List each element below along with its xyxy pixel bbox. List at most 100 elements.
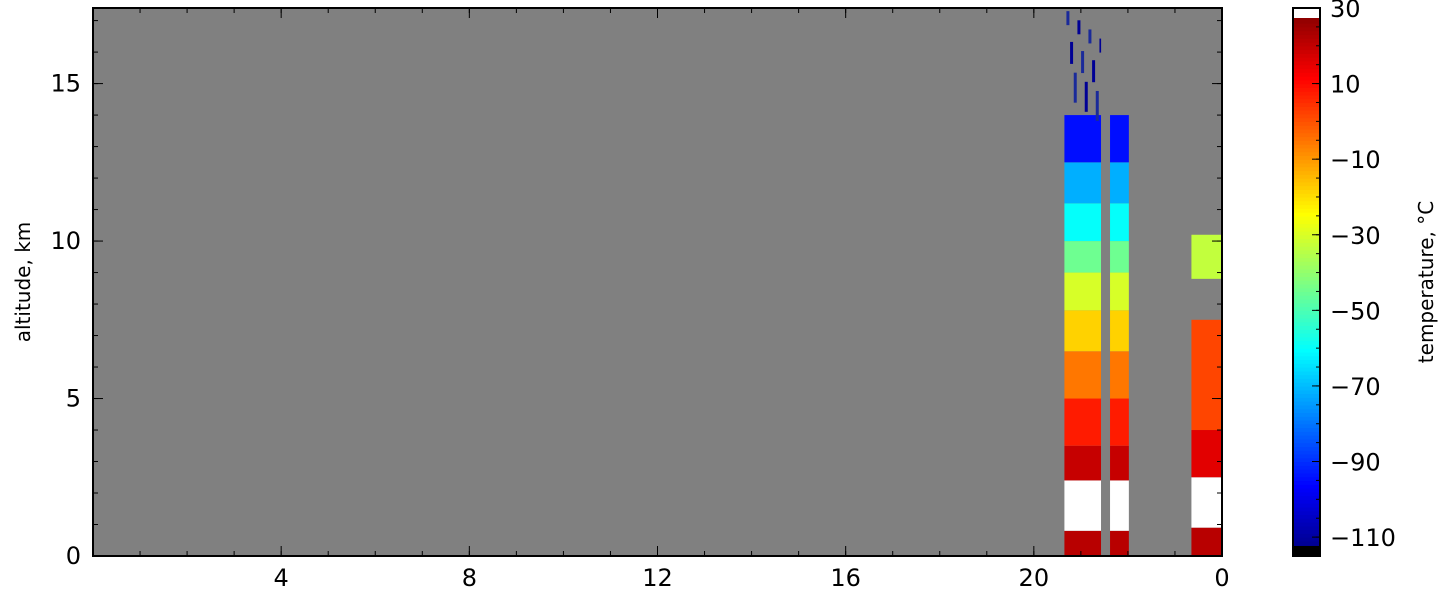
colorbar-swatch	[1293, 472, 1320, 478]
colorbar-swatch	[1293, 506, 1320, 512]
colorbar-swatch	[1293, 317, 1320, 323]
heatmap-cell	[1064, 480, 1102, 531]
colorbar-swatch	[1293, 340, 1320, 345]
colorbar-swatch	[1293, 223, 1320, 228]
colorbar-swatch	[1293, 382, 1320, 387]
heatmap-cell	[1064, 272, 1102, 311]
colorbar-swatch	[1293, 234, 1320, 240]
colorbar-swatch	[1293, 272, 1320, 277]
colorbar-swatch	[1293, 465, 1320, 470]
heatmap-cell	[1064, 398, 1102, 446]
heatmap-cell	[1070, 41, 1074, 64]
colorbar-swatch	[1293, 162, 1320, 168]
colorbar-swatch	[1293, 204, 1320, 209]
colorbar-tick-label: −90	[1330, 449, 1381, 477]
colorbar-swatch	[1293, 476, 1320, 482]
heatmap-cell	[1110, 241, 1129, 273]
colorbar-swatch	[1293, 287, 1320, 293]
colorbar-swatch	[1293, 370, 1320, 376]
heatmap-cell	[1088, 29, 1092, 44]
colorbar-tick-label: −70	[1330, 373, 1381, 401]
colorbar-swatch	[1293, 26, 1320, 32]
colorbar-swatch	[1293, 363, 1320, 368]
heatmap-cell	[1064, 310, 1102, 352]
colorbar-swatch	[1293, 117, 1320, 122]
heatmap-cell	[1064, 203, 1102, 242]
colorbar-swatch	[1293, 533, 1320, 538]
colorbar-swatch	[1293, 412, 1320, 417]
colorbar-swatch	[1293, 442, 1320, 447]
colorbar-swatch	[1293, 469, 1320, 474]
colorbar-swatch	[1293, 72, 1320, 77]
colorbar-swatch	[1293, 57, 1320, 62]
colorbar-swatch	[1293, 68, 1320, 73]
colorbar-swatch	[1293, 435, 1320, 440]
heatmap-cell	[1064, 162, 1102, 204]
y-tick-label: 0	[66, 542, 81, 570]
colorbar-swatch	[1293, 170, 1320, 175]
colorbar-swatch	[1293, 144, 1320, 149]
colorbar-swatch	[1293, 510, 1320, 516]
colorbar-swatch	[1293, 64, 1320, 70]
colorbar-swatch	[1293, 484, 1320, 489]
heatmap-cell	[1110, 530, 1129, 556]
colorbar-swatch	[1293, 450, 1320, 455]
colorbar-swatch	[1293, 280, 1320, 285]
colorbar-swatch	[1293, 140, 1320, 145]
colorbar-swatch	[1293, 174, 1320, 179]
colorbar-swatch	[1293, 53, 1320, 58]
colorbar-swatch	[1293, 495, 1320, 500]
heatmap-cell	[1110, 203, 1129, 242]
colorbar-swatch	[1293, 257, 1320, 262]
colorbar-swatch	[1293, 132, 1320, 138]
colorbar-swatch	[1293, 518, 1320, 523]
colorbar-swatch	[1293, 276, 1320, 281]
colorbar-swatch	[1293, 314, 1320, 319]
heatmap-cell	[1110, 480, 1129, 531]
colorbar-swatch	[1293, 385, 1320, 391]
heatmap-cell	[1092, 60, 1096, 83]
colorbar-swatch	[1293, 299, 1320, 304]
colorbar: 30 10 −10 −30 −50 −70 −90 −110	[1292, 0, 1396, 557]
colorbar-swatch	[1293, 333, 1320, 338]
heatmap-cell	[1064, 241, 1102, 273]
heatmap-cell	[1081, 51, 1085, 74]
heatmap-cell	[1191, 234, 1222, 279]
colorbar-swatch	[1293, 196, 1320, 202]
heatmap-cell	[1110, 115, 1129, 163]
colorbar-swatch	[1293, 147, 1320, 153]
colorbar-swatch	[1293, 60, 1320, 66]
colorbar-swatch	[1293, 487, 1320, 493]
x-tick-label: 8	[462, 564, 477, 592]
colorbar-tick-label: −30	[1330, 222, 1381, 250]
colorbar-swatch	[1293, 83, 1320, 88]
colorbar-swatch	[1293, 246, 1320, 251]
colorbar-swatch	[1293, 261, 1320, 266]
colorbar-swatch	[1293, 525, 1320, 531]
heatmap-cell	[1191, 430, 1222, 478]
y-axis-label: altitude, km	[11, 222, 35, 343]
colorbar-swatch	[1293, 208, 1320, 213]
heatmap-cell	[1110, 351, 1129, 399]
colorbar-swatch	[1293, 264, 1320, 270]
colorbar-swatch	[1293, 102, 1320, 107]
colorbar-swatch	[1293, 215, 1320, 221]
x-tick-label: 0	[1214, 564, 1229, 592]
heatmap-cell	[1110, 162, 1129, 204]
colorbar-swatch	[1293, 491, 1320, 497]
colorbar-swatch	[1293, 344, 1320, 349]
y-tick-label: 5	[66, 385, 81, 413]
colorbar-swatch	[1293, 453, 1320, 459]
colorbar-swatch	[1293, 393, 1320, 398]
colorbar-swatch	[1293, 321, 1320, 327]
colorbar-tick-label: −10	[1330, 146, 1381, 174]
colorbar-swatch	[1293, 397, 1320, 402]
heatmap-cell	[1066, 11, 1070, 26]
colorbar-swatch	[1293, 155, 1320, 160]
colorbar-swatch	[1293, 268, 1320, 274]
heatmap-cell	[1191, 319, 1222, 431]
colorbar-swatch	[1293, 537, 1320, 542]
colorbar-swatch	[1293, 355, 1320, 361]
colorbar-swatch	[1293, 329, 1320, 334]
colorbar-swatch	[1293, 438, 1320, 444]
